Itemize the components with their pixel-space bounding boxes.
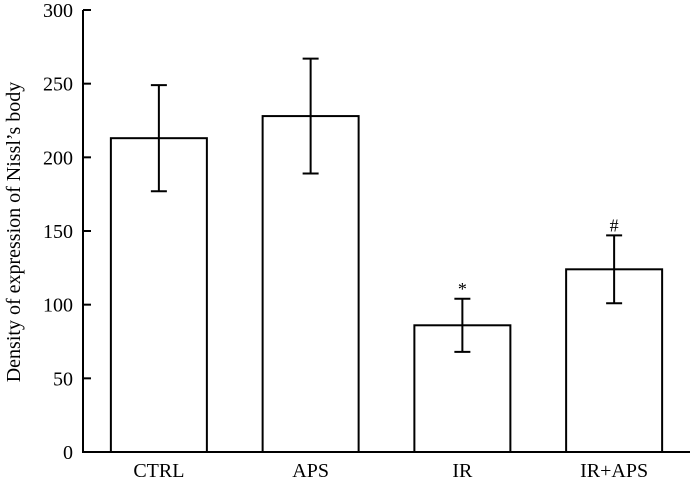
y-tick-label: 50: [53, 368, 73, 390]
y-tick-label: 150: [43, 221, 73, 243]
significance-marker: #: [610, 215, 619, 235]
y-tick-label: 300: [43, 0, 73, 22]
y-ticks: 0 50 100 150 200 250 300: [43, 0, 91, 464]
x-tick-label: IR+APS: [580, 460, 648, 482]
x-tick-label: APS: [292, 460, 329, 482]
bars: [109, 115, 664, 454]
y-axis-title: Density of expression of Nissl’s body: [3, 82, 25, 383]
x-tick-labels: CTRL APS IR IR+APS: [133, 460, 648, 482]
significance-marker: *: [458, 279, 467, 299]
x-tick-label: CTRL: [133, 460, 184, 482]
y-tick-label: 200: [43, 147, 73, 169]
y-tick-label: 0: [63, 442, 73, 464]
y-tick-label: 250: [43, 74, 73, 96]
y-tick-label: 100: [43, 295, 73, 317]
annotations: *#: [458, 215, 619, 298]
error-bars: [150, 57, 623, 353]
x-tick-label: IR: [452, 460, 473, 482]
